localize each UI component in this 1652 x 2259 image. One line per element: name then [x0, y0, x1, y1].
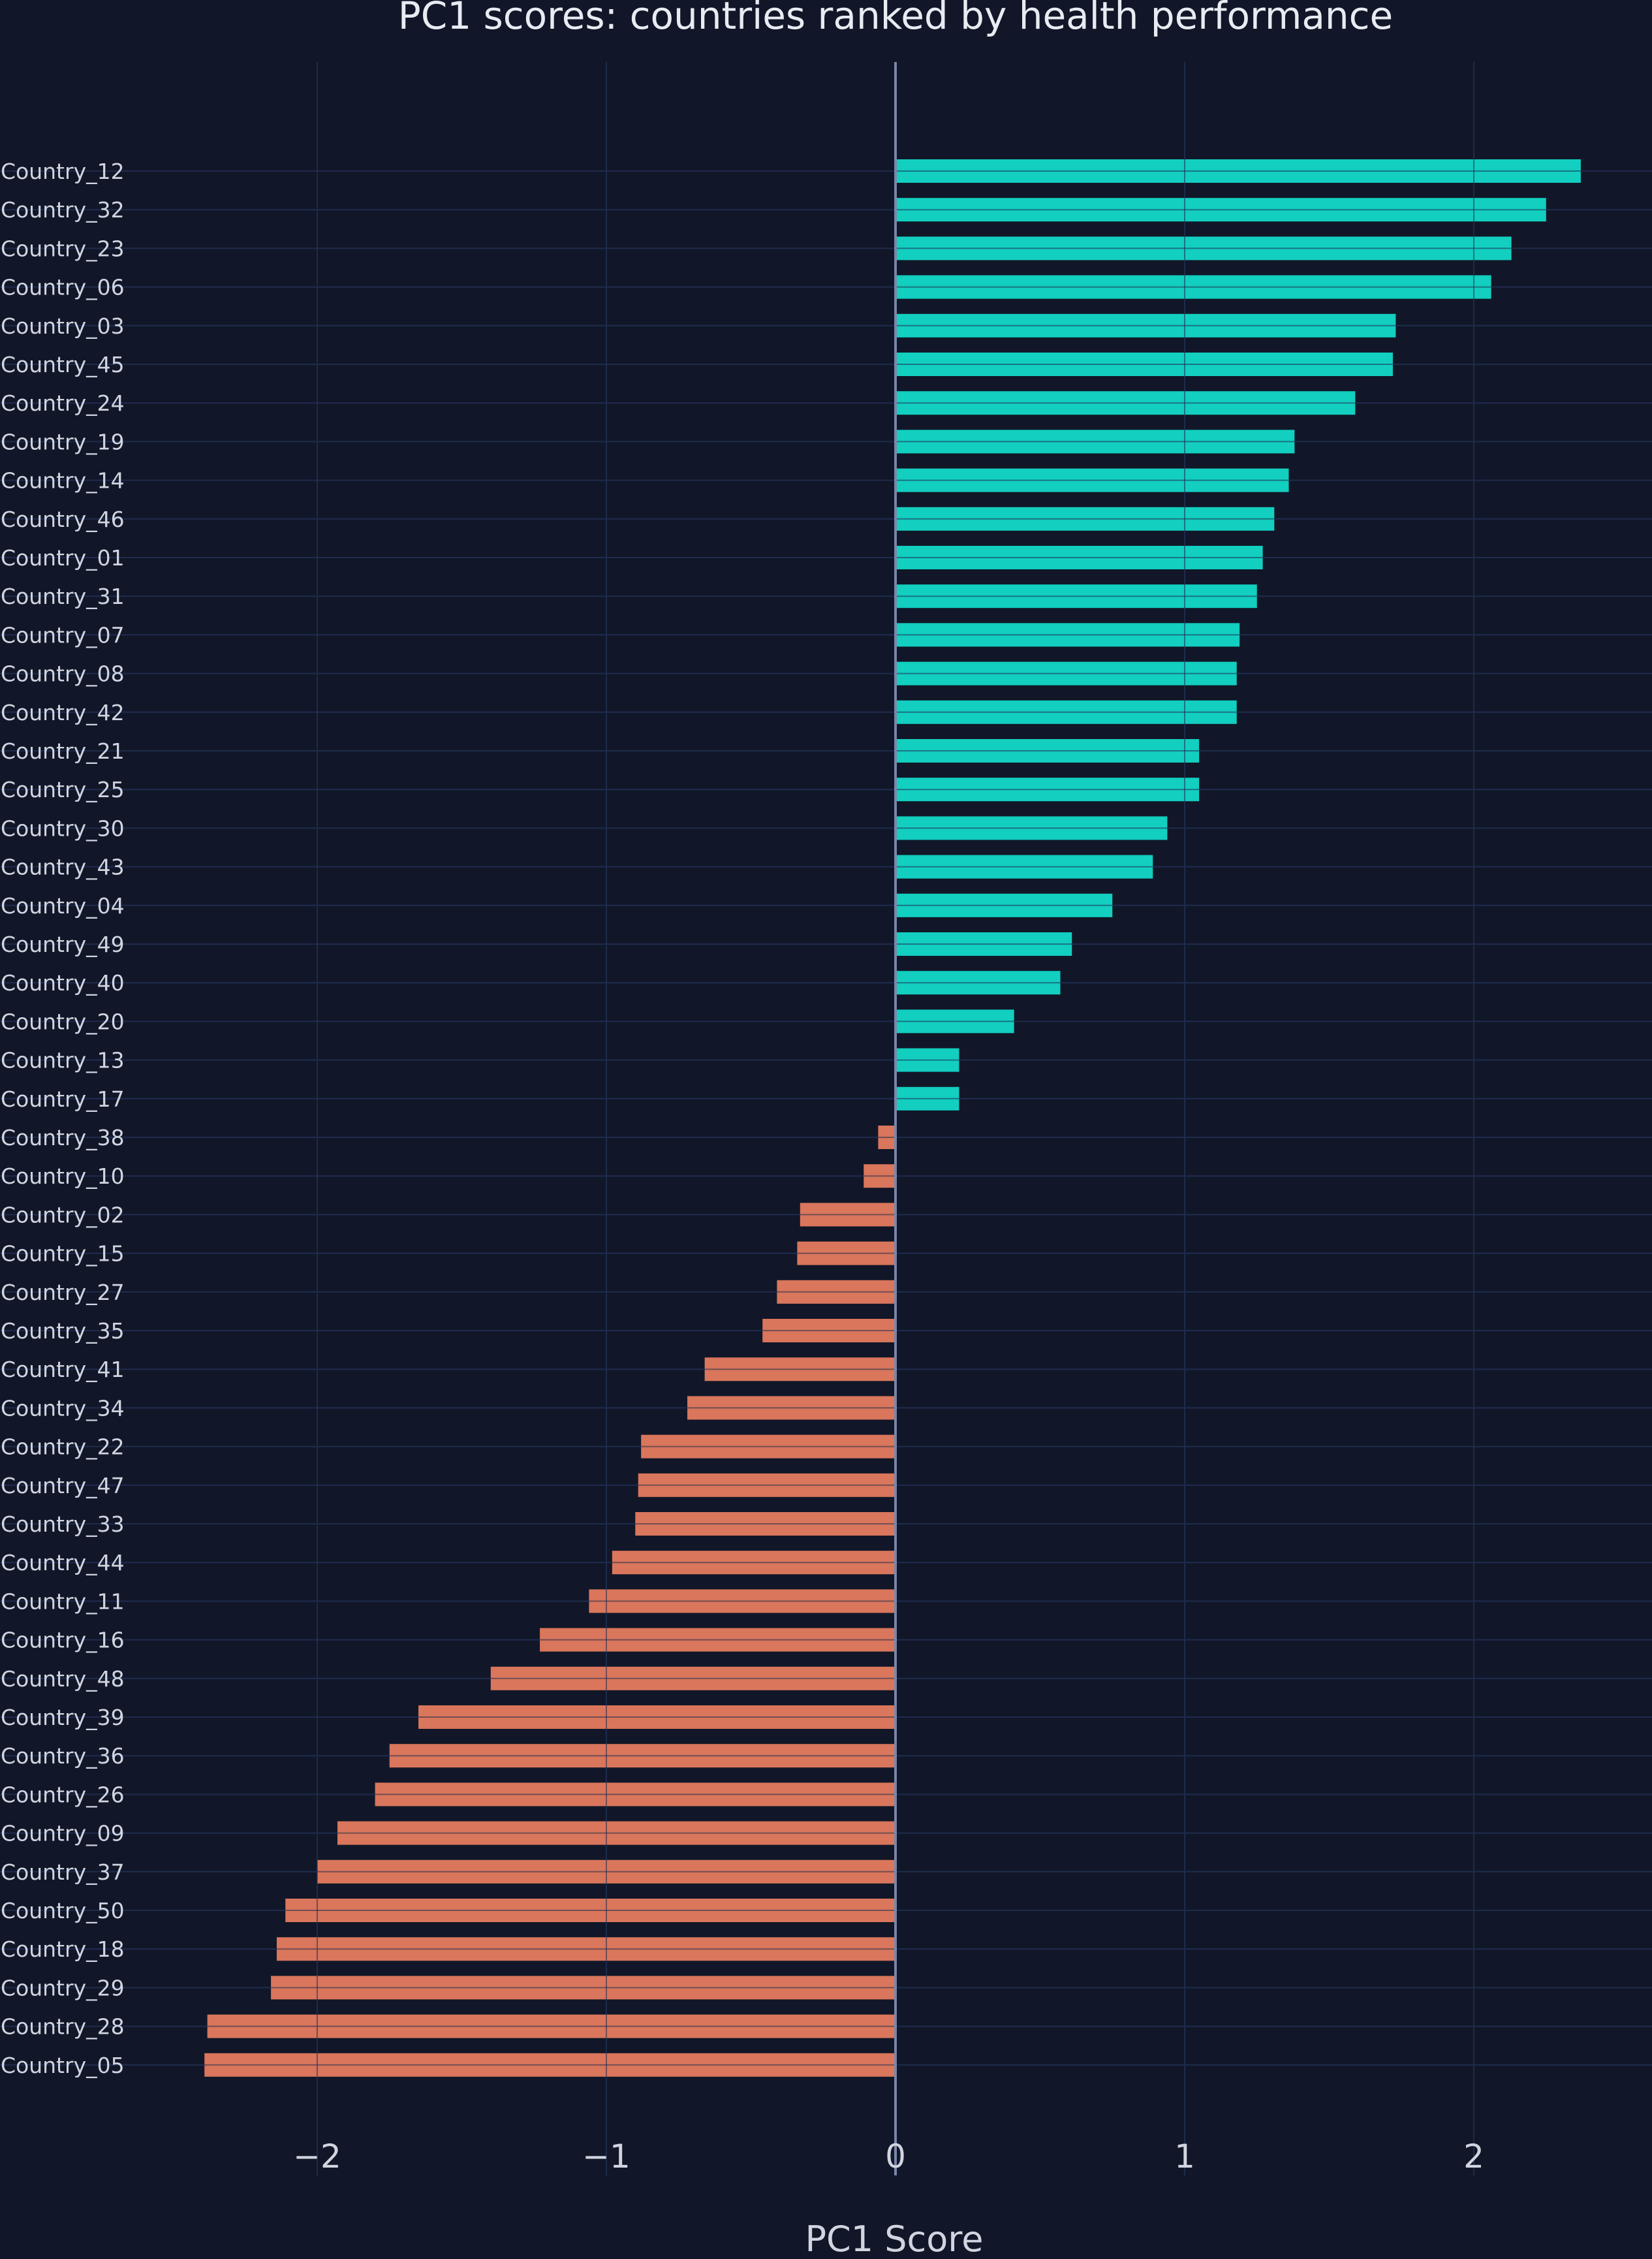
y-tick-label: Country_20 [1, 1009, 125, 1034]
y-tick-label: Country_25 [1, 777, 125, 802]
y-tick-label: Country_40 [1, 970, 125, 996]
y-tick-label: Country_42 [1, 700, 125, 725]
y-tick-label: Country_14 [1, 468, 125, 494]
y-tick-label: Country_43 [1, 855, 125, 880]
x-tick-label: 2 [1463, 2138, 1484, 2175]
y-tick-label: Country_21 [1, 738, 125, 764]
y-tick-label: Country_18 [1, 1936, 125, 1962]
y-tick-label: Country_02 [1, 1202, 125, 1227]
y-tick-label: Country_36 [1, 1743, 125, 1769]
y-tick-label: Country_16 [1, 1628, 125, 1653]
y-tick-label: Country_05 [1, 2053, 125, 2078]
chart-title: PC1 scores: countries ranked by health p… [398, 0, 1393, 38]
bar-layer [0, 62, 1652, 2175]
y-tick-label: Country_07 [1, 622, 125, 648]
y-tick-label: Country_41 [1, 1357, 125, 1382]
y-tick-label: Country_01 [1, 545, 125, 571]
y-tick-label: Country_19 [1, 429, 125, 454]
y-tick-label: Country_24 [1, 390, 125, 416]
y-tick-label: Country_39 [1, 1705, 125, 1730]
y-tick-label: Country_31 [1, 584, 125, 609]
y-tick-label: Country_09 [1, 1821, 125, 1846]
y-tick-label: Country_27 [1, 1280, 125, 1305]
y-tick-label: Country_30 [1, 815, 125, 841]
y-tick-label: Country_23 [1, 236, 125, 261]
y-tick-label: Country_33 [1, 1511, 125, 1537]
y-tick-label: Country_26 [1, 1782, 125, 1807]
y-tick-label: Country_45 [1, 352, 125, 377]
x-tick-label: −2 [293, 2138, 341, 2175]
y-tick-label: Country_04 [1, 893, 125, 919]
y-tick-label: Country_12 [1, 159, 125, 184]
y-tick-label: Country_44 [1, 1550, 125, 1575]
y-tick-label: Country_34 [1, 1395, 125, 1421]
y-tick-label: Country_38 [1, 1125, 125, 1150]
y-tick-label: Country_46 [1, 507, 125, 532]
y-tick-label: Country_49 [1, 932, 125, 957]
y-tick-label: Country_15 [1, 1241, 125, 1267]
y-tick-label: Country_50 [1, 1898, 125, 1923]
x-tick-label: 0 [885, 2138, 906, 2175]
x-axis-label: PC1 Score [805, 2219, 983, 2259]
y-tick-label: Country_03 [1, 313, 125, 339]
y-tick-label: Country_48 [1, 1666, 125, 1692]
label-layer: Country_12 Country_32 Country_23 Country_06… [1, 159, 1484, 2175]
y-tick-label: Country_37 [1, 1859, 125, 1885]
y-tick-label: Country_11 [1, 1588, 125, 1614]
x-tick-label: 1 [1174, 2138, 1195, 2175]
y-tick-label: Country_32 [1, 197, 125, 223]
y-tick-label: Country_29 [1, 1975, 125, 2000]
y-tick-label: Country_47 [1, 1473, 125, 1498]
y-tick-label: Country_06 [1, 275, 125, 300]
y-tick-label: Country_08 [1, 661, 125, 687]
y-tick-label: Country_35 [1, 1318, 125, 1344]
y-tick-label: Country_10 [1, 1163, 125, 1189]
y-tick-label: Country_13 [1, 1048, 125, 1073]
y-tick-label: Country_17 [1, 1086, 125, 1112]
y-tick-label: Country_28 [1, 2014, 125, 2040]
x-tick-label: −1 [582, 2138, 631, 2175]
y-tick-label: Country_22 [1, 1434, 125, 1460]
